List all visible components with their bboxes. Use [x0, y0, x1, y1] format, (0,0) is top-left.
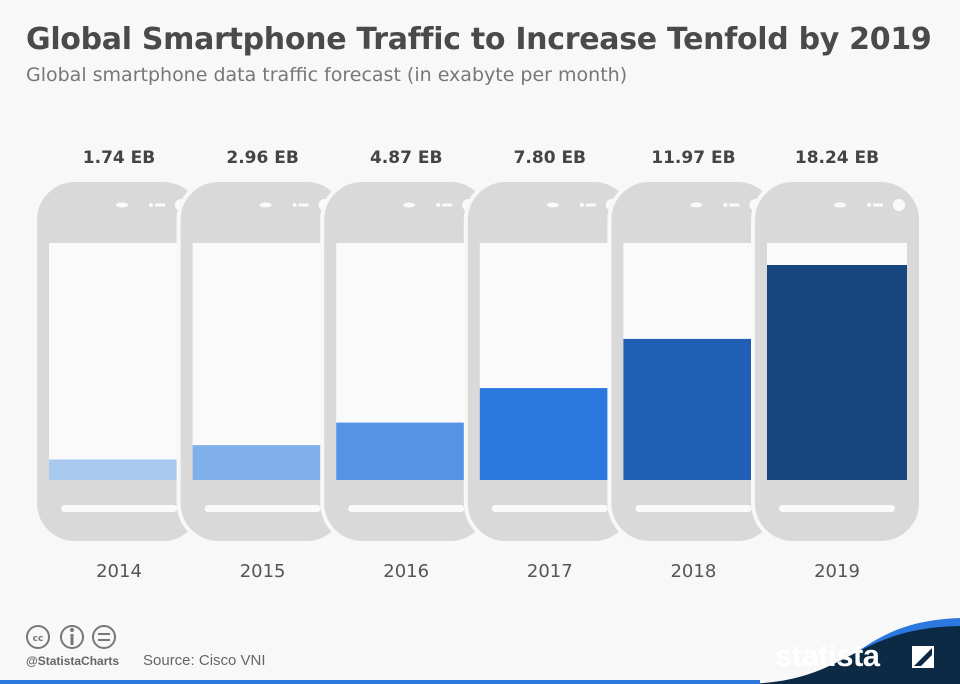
phone-2019: 18.24 EB 2019	[751, 148, 923, 582]
sensor	[579, 203, 584, 207]
data-label: 18.24 EB	[795, 148, 879, 168]
bar-2018	[623, 338, 764, 480]
data-label: 4.87 EB	[370, 148, 442, 168]
home-bar	[348, 505, 465, 512]
sensor	[436, 203, 441, 207]
sensor-bar	[155, 203, 165, 207]
bar-2015	[192, 445, 333, 480]
year-label: 2015	[240, 561, 286, 582]
home-bar	[204, 505, 321, 512]
by-icon	[60, 625, 84, 649]
year-label: 2017	[527, 561, 573, 582]
phone-screen	[192, 243, 333, 480]
speaker	[546, 202, 559, 208]
chart-title: Global Smartphone Traffic to Increase Te…	[26, 22, 932, 57]
year-label: 2019	[814, 561, 860, 582]
data-label: 2.96 EB	[226, 148, 298, 168]
home-bar	[635, 505, 752, 512]
twitter-handle[interactable]: @StatistaCharts	[26, 654, 120, 668]
year-label: 2014	[96, 561, 142, 582]
phone-screen	[49, 243, 189, 480]
speaker	[690, 202, 703, 208]
cc-icon	[26, 625, 50, 649]
footer-navy	[740, 626, 960, 684]
footer-line	[0, 680, 760, 684]
speaker	[259, 202, 272, 208]
data-label: 1.74 EB	[83, 148, 155, 168]
sensor	[723, 203, 728, 207]
bar-2014	[49, 459, 189, 480]
sensor	[292, 203, 297, 207]
year-label: 2018	[670, 561, 716, 582]
phone-2014: 1.74 EB 2014	[33, 148, 205, 582]
sensor	[149, 203, 153, 207]
bar-2017	[479, 388, 620, 480]
sensor-bar	[298, 203, 309, 207]
camera-icon	[893, 199, 905, 211]
bar-2016	[336, 422, 477, 480]
source: Source: Cisco VNI	[143, 652, 266, 669]
chart-subtitle: Global smartphone data traffic forecast …	[26, 64, 628, 86]
data-label: 7.80 EB	[514, 148, 586, 168]
sensor	[867, 203, 871, 207]
phone-2015: 2.96 EB 2015	[176, 148, 349, 582]
home-bar	[779, 505, 895, 512]
sensor-bar	[442, 203, 453, 207]
phone-2017: 7.80 EB 2017	[463, 148, 636, 582]
data-label: 11.97 EB	[651, 148, 735, 168]
speaker	[834, 202, 846, 208]
sensor-bar	[873, 203, 883, 207]
speaker	[116, 202, 128, 208]
phone-2016: 4.87 EB 2016	[320, 148, 493, 582]
bar-2019	[767, 265, 907, 480]
sensor-bar	[585, 203, 596, 207]
speaker	[403, 202, 416, 208]
year-label: 2016	[383, 561, 429, 582]
home-bar	[491, 505, 608, 512]
sensor-bar	[729, 203, 740, 207]
statista-logo[interactable]: statista	[775, 638, 880, 673]
nd-icon	[92, 625, 116, 649]
phone-2018: 11.97 EB 2018	[607, 148, 780, 582]
license-icons	[26, 625, 116, 649]
svg-text:cc: cc	[33, 634, 44, 644]
home-bar	[61, 505, 177, 512]
